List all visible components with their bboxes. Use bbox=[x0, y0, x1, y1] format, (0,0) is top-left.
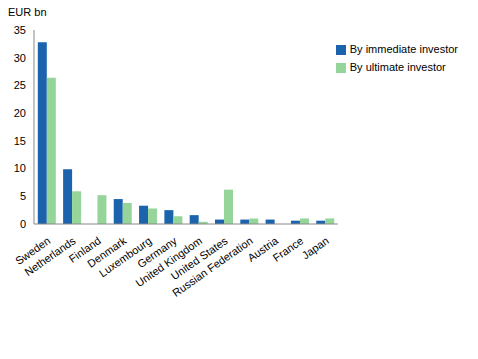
svg-text:20: 20 bbox=[14, 107, 26, 119]
svg-text:Russian Federation: Russian Federation bbox=[170, 234, 255, 299]
svg-text:0: 0 bbox=[20, 218, 26, 230]
svg-text:15: 15 bbox=[14, 135, 26, 147]
svg-text:Japan: Japan bbox=[299, 234, 330, 261]
svg-text:5: 5 bbox=[20, 190, 26, 202]
svg-text:35: 35 bbox=[14, 24, 26, 36]
svg-text:Denmark: Denmark bbox=[84, 234, 129, 270]
html-text:EUR bn: EUR bn bbox=[8, 6, 47, 18]
svg-text:United States: United States bbox=[168, 234, 230, 283]
svg-text:30: 30 bbox=[14, 52, 26, 64]
svg-text:Austria: Austria bbox=[245, 234, 281, 264]
svg-text:United Kingdom: United Kingdom bbox=[133, 234, 205, 290]
html-text:By ultimate investor: By ultimate investor bbox=[349, 61, 446, 73]
svg-text:Netherlands: Netherlands bbox=[22, 234, 78, 279]
html-text:By immediate investor: By immediate investor bbox=[349, 43, 458, 55]
svg-text:Finland: Finland bbox=[66, 234, 103, 265]
svg-text:Germany: Germany bbox=[135, 234, 179, 271]
svg-text:10: 10 bbox=[14, 162, 26, 174]
svg-text:25: 25 bbox=[14, 79, 26, 91]
svg-text:France: France bbox=[271, 234, 306, 263]
svg-text:Sweden: Sweden bbox=[12, 234, 53, 267]
svg-text:Luxembourg: Luxembourg bbox=[96, 234, 154, 280]
